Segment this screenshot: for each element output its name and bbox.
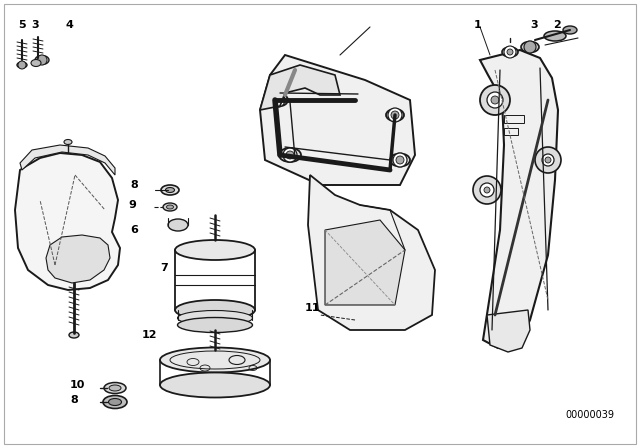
Ellipse shape <box>163 203 177 211</box>
Circle shape <box>545 157 551 163</box>
Circle shape <box>491 96 499 104</box>
Ellipse shape <box>160 372 270 397</box>
Ellipse shape <box>175 240 255 260</box>
Polygon shape <box>480 50 558 348</box>
Text: 12: 12 <box>142 330 157 340</box>
Text: 7: 7 <box>160 263 168 273</box>
Ellipse shape <box>268 94 288 107</box>
Circle shape <box>480 183 494 197</box>
Ellipse shape <box>17 62 27 68</box>
Ellipse shape <box>103 396 127 409</box>
Circle shape <box>473 176 501 204</box>
Text: 2: 2 <box>553 20 561 30</box>
Ellipse shape <box>161 185 179 195</box>
Ellipse shape <box>177 310 253 326</box>
Polygon shape <box>308 175 435 330</box>
Bar <box>504 128 518 135</box>
Circle shape <box>484 187 490 193</box>
Circle shape <box>535 147 561 173</box>
Ellipse shape <box>279 148 301 162</box>
Ellipse shape <box>64 139 72 145</box>
Text: 00000039: 00000039 <box>565 410 614 420</box>
Ellipse shape <box>166 205 173 209</box>
Circle shape <box>18 61 26 69</box>
Polygon shape <box>20 145 115 175</box>
Circle shape <box>274 96 282 104</box>
Text: 9: 9 <box>128 200 136 210</box>
Polygon shape <box>325 220 405 305</box>
Ellipse shape <box>35 56 49 65</box>
Circle shape <box>271 93 285 107</box>
Text: 4: 4 <box>66 20 74 30</box>
Circle shape <box>504 46 516 58</box>
Ellipse shape <box>109 399 122 405</box>
Bar <box>504 115 524 123</box>
Ellipse shape <box>544 31 566 41</box>
Circle shape <box>507 49 513 55</box>
Circle shape <box>283 148 297 162</box>
Circle shape <box>487 92 503 108</box>
Circle shape <box>37 55 47 65</box>
Ellipse shape <box>521 42 539 52</box>
Ellipse shape <box>386 109 404 121</box>
Text: 10: 10 <box>70 380 85 390</box>
Circle shape <box>542 154 554 166</box>
Ellipse shape <box>390 154 410 167</box>
Text: 11: 11 <box>305 303 321 313</box>
Ellipse shape <box>177 318 253 332</box>
Text: 8: 8 <box>70 395 77 405</box>
Polygon shape <box>46 235 110 283</box>
Circle shape <box>393 153 407 167</box>
Polygon shape <box>15 153 120 290</box>
Polygon shape <box>487 310 530 352</box>
Ellipse shape <box>563 26 577 34</box>
Polygon shape <box>260 55 415 185</box>
Circle shape <box>524 41 536 53</box>
Ellipse shape <box>166 188 175 193</box>
Text: 8: 8 <box>130 180 138 190</box>
Ellipse shape <box>175 300 255 320</box>
Ellipse shape <box>160 348 270 372</box>
Ellipse shape <box>104 383 126 393</box>
Ellipse shape <box>168 219 188 231</box>
Text: 3: 3 <box>530 20 538 30</box>
Ellipse shape <box>502 47 518 57</box>
Ellipse shape <box>31 60 41 66</box>
Text: 5: 5 <box>18 20 26 30</box>
Circle shape <box>391 111 399 119</box>
Circle shape <box>480 85 510 115</box>
Ellipse shape <box>69 332 79 338</box>
Circle shape <box>388 108 402 122</box>
Text: 6: 6 <box>130 225 138 235</box>
Circle shape <box>286 151 294 159</box>
Circle shape <box>396 156 404 164</box>
Text: 1: 1 <box>474 20 482 30</box>
Ellipse shape <box>109 385 121 391</box>
Text: 3: 3 <box>31 20 38 30</box>
Polygon shape <box>260 65 340 110</box>
